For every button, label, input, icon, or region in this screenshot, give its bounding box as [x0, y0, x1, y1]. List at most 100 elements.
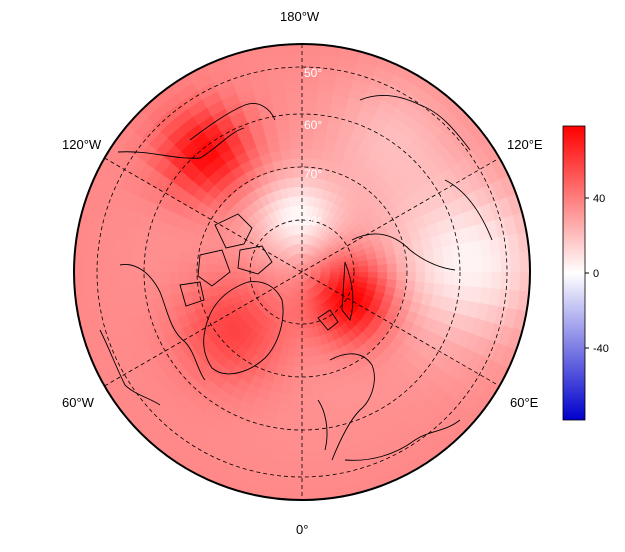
field-cell	[301, 195, 309, 207]
field-cell	[301, 138, 314, 150]
field-cell	[301, 385, 314, 396]
field-cell	[301, 413, 316, 425]
field-cell	[278, 393, 292, 405]
field-cell	[395, 253, 407, 265]
field-cell	[481, 271, 493, 289]
field-cell	[298, 233, 303, 244]
field-cell	[462, 271, 474, 288]
field-cell	[283, 62, 303, 74]
field-cell	[462, 256, 474, 273]
colorbar: 40 0 -40	[562, 125, 609, 421]
field-cell	[235, 271, 246, 279]
field-cell	[278, 139, 292, 151]
field-cell	[413, 250, 426, 263]
field-cell	[385, 255, 397, 265]
field-cell	[225, 271, 237, 279]
field-cell	[301, 432, 318, 444]
field-cell	[312, 393, 326, 405]
field-cell	[443, 271, 455, 286]
field-cell	[178, 271, 189, 284]
field-cell	[292, 167, 303, 178]
field-cell	[92, 253, 104, 273]
field-cell	[424, 271, 436, 284]
field-cell	[130, 256, 142, 273]
field-cell	[216, 264, 227, 273]
field-cell	[301, 470, 321, 482]
field-cell	[311, 383, 324, 396]
field-cell	[308, 346, 318, 358]
field-cell	[301, 479, 322, 491]
field-cell	[290, 394, 303, 406]
field-cell	[290, 385, 303, 396]
field-cell	[301, 451, 319, 463]
field-cell	[301, 423, 317, 434]
field-cell	[434, 259, 445, 273]
field-cell	[490, 254, 502, 273]
field-cell	[309, 355, 319, 367]
field-cell	[423, 248, 435, 262]
colorbar-label-0: 0	[593, 268, 599, 280]
lat-label-50: 50°	[304, 66, 322, 80]
field-cell	[168, 260, 180, 273]
field-cell	[263, 271, 274, 276]
field-cell	[509, 252, 521, 273]
field-cell	[377, 271, 388, 280]
field-cell	[169, 248, 181, 262]
field-cell	[310, 374, 323, 386]
field-cell	[289, 404, 303, 415]
field-cell	[358, 265, 369, 273]
field-cell	[283, 167, 295, 179]
field-cell	[83, 252, 95, 273]
field-cell	[83, 271, 95, 292]
field-cell	[330, 268, 341, 273]
field-cell	[285, 441, 303, 453]
field-cell	[206, 271, 218, 281]
field-cell	[295, 337, 303, 349]
field-cell	[288, 413, 303, 425]
field-cell	[121, 271, 133, 289]
field-cell	[286, 432, 303, 444]
field-cell	[481, 255, 493, 273]
field-cell	[293, 176, 303, 188]
field-cell	[386, 271, 398, 281]
field-cell	[453, 271, 464, 287]
field-cell	[290, 138, 303, 150]
field-cell	[301, 53, 322, 65]
field-cell	[289, 129, 303, 140]
field-cell	[216, 278, 228, 288]
colorbar-gradient	[562, 125, 586, 421]
colorbar-label-minus40: -40	[593, 343, 609, 355]
field-cell	[102, 254, 114, 273]
field-cell	[367, 271, 379, 279]
field-cell	[301, 148, 314, 159]
field-cell	[311, 148, 324, 161]
field-cell	[292, 366, 303, 377]
field-cell	[291, 375, 303, 387]
lon-label-120e: 120°E	[507, 137, 543, 152]
field-cell	[301, 81, 319, 93]
field-cell	[225, 265, 237, 273]
lat-label-80: 80°	[304, 214, 322, 228]
field-cell	[301, 460, 320, 472]
field-cell	[301, 337, 309, 349]
field-cell	[309, 365, 321, 377]
field-cell	[386, 263, 398, 273]
field-cell	[149, 258, 161, 273]
field-cell	[471, 255, 483, 273]
field-cell	[102, 271, 114, 290]
lon-label-120w: 120°W	[62, 137, 102, 152]
field-cell	[206, 263, 218, 273]
field-cell	[290, 148, 303, 159]
field-cell	[301, 91, 319, 103]
field-cell	[294, 186, 303, 197]
field-cell	[415, 271, 426, 284]
field-cell	[396, 262, 407, 273]
field-cell	[405, 271, 417, 283]
field-cell	[301, 309, 307, 320]
field-cell	[130, 271, 142, 288]
field-cell	[413, 281, 426, 294]
field-cell	[404, 251, 416, 264]
lon-label-60e: 60°E	[510, 395, 539, 410]
lon-label-180w: 180°W	[280, 9, 320, 24]
